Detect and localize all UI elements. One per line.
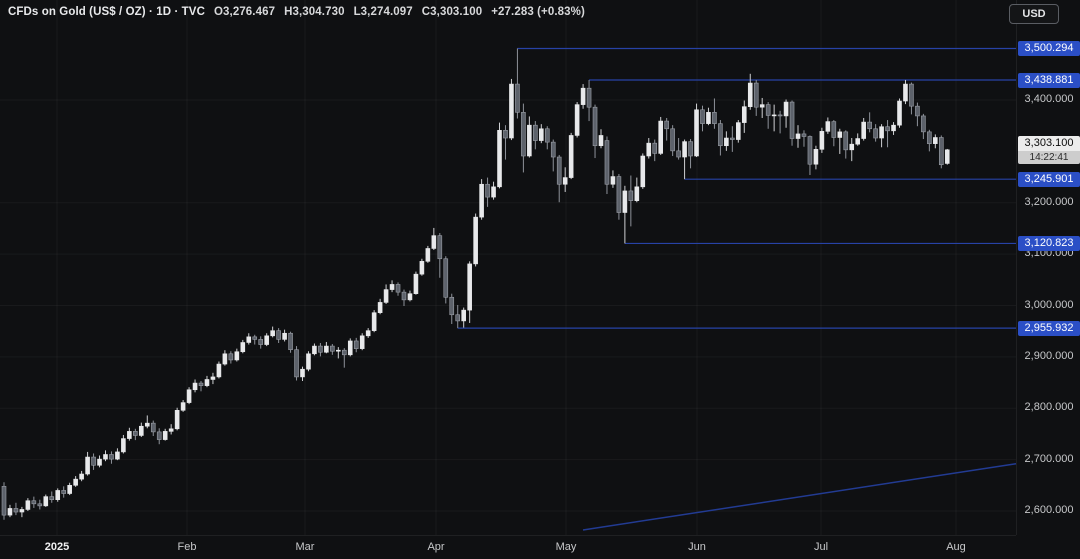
- ohlc-close: C3,303.100: [421, 6, 483, 18]
- price-change: +27.283 (+0.83%): [491, 6, 585, 18]
- time-axis-label: Jun: [688, 541, 706, 553]
- candles: [1, 48, 950, 520]
- time-axis-label: Apr: [427, 541, 445, 553]
- symbol-header: CFDs on Gold (US$ / OZ) · 1D · TVC O3,27…: [8, 6, 585, 18]
- price-level-badge: 3,245.901: [1018, 171, 1080, 187]
- time-axis-label: May: [555, 541, 577, 553]
- price-level-rays[interactable]: [457, 47, 1016, 329]
- trendline[interactable]: [582, 462, 1017, 531]
- price-tick-label: 2,600.000: [1024, 504, 1074, 516]
- currency-button[interactable]: USD: [1009, 4, 1059, 24]
- price-level-badge: 3,120.823: [1018, 235, 1080, 251]
- price-tick-label: 2,700.000: [1024, 452, 1074, 465]
- time-axis-label: Mar: [295, 541, 315, 553]
- time-axis-label: 2025: [44, 541, 70, 553]
- price-level-badge: 3,500.294: [1018, 40, 1080, 56]
- ohlc-low: L3,274.097: [353, 6, 413, 18]
- current-price-value: 3,303.100: [1018, 135, 1080, 151]
- time-axis-label: Aug: [946, 541, 966, 553]
- ohlc-high: H3,304.730: [284, 6, 345, 18]
- symbol-title[interactable]: CFDs on Gold (US$ / OZ) · 1D · TVC: [8, 6, 205, 18]
- time-axis-label: Jul: [813, 541, 829, 553]
- price-level-badge: 3,438.881: [1018, 72, 1080, 88]
- price-tick-label: 3,200.000: [1024, 195, 1074, 208]
- time-axis[interactable]: 2025 Feb Mar Apr May Jun Jul Aug: [0, 535, 1016, 559]
- ohlc-open: O3,276.467: [213, 6, 276, 18]
- price-tick-label: 2,800.000: [1024, 401, 1074, 414]
- price-tick-label: 3,000.000: [1024, 298, 1074, 311]
- price-level-badge: 2,955.932: [1018, 320, 1080, 336]
- bar-countdown: 14:22:41: [1018, 150, 1080, 164]
- price-tick-label: 2,900.000: [1024, 349, 1074, 362]
- price-tick-label: 3,400.000: [1024, 93, 1074, 105]
- grid: [0, 0, 1016, 535]
- time-axis-label: Feb: [177, 541, 197, 553]
- price-axis[interactable]: 3,303.100 14:22:41 3,400.000 3,200.000 3,1…: [1016, 0, 1080, 535]
- current-price-badge: 3,303.100 14:22:41: [1018, 135, 1080, 164]
